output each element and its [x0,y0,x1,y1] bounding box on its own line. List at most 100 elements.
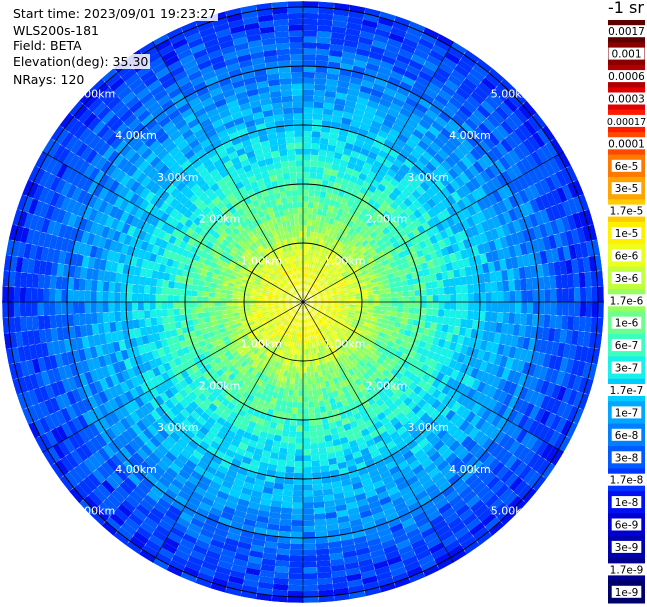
heat-cell [357,442,368,451]
heat-cell [436,557,454,571]
heat-cell [314,524,328,532]
heat-cell [293,119,303,126]
heat-cell [381,368,391,378]
heat-cell [321,337,327,345]
heat-cell [457,531,473,545]
heat-cell [471,378,481,391]
heat-cell [295,437,303,444]
heat-cell [479,340,488,351]
heat-cell [79,278,86,291]
heat-cell [342,550,357,559]
heat-cell [312,478,323,485]
heat-cell [379,533,394,544]
heat-cell [286,328,291,335]
heat-cell [108,281,116,293]
heat-cell [528,376,539,391]
heat-cell [267,358,274,366]
heat-cell [362,452,373,462]
heat-cell [360,328,368,335]
heat-cell [349,420,359,429]
heat-cell [358,375,367,384]
heat-cell [447,424,459,437]
heat-cell [537,314,545,328]
heat-cell [347,314,355,319]
heat-cell [486,440,499,455]
heat-cell [255,442,265,451]
heat-cell [467,310,474,320]
heat-cell [226,297,233,302]
heat-cell [259,393,268,402]
heat-cell [464,473,479,487]
heat-cell [469,459,483,474]
heat-cell [332,390,339,398]
heat-cell [383,506,397,517]
heat-cell [523,374,534,389]
heat-cell [263,546,278,555]
heat-cell [26,273,34,288]
heat-cell [451,351,461,362]
heat-cell [454,526,470,540]
heat-cell [359,472,371,482]
heat-cell [49,288,56,302]
heat-cell [378,314,385,320]
heat-cell [333,444,343,453]
heat-cell [303,130,312,138]
heat-cell [403,387,414,397]
heat-cell [270,353,277,360]
heat-cell [222,505,236,516]
heat-cell [314,72,328,80]
heat-cell [317,339,323,347]
heat-cell [313,335,318,342]
heat-cell [437,316,444,325]
heat-cell [300,343,303,350]
heat-cell [576,330,585,347]
heat-cell [466,387,477,400]
heat-cell [312,335,316,342]
heat-cell [287,584,303,592]
heat-cell [303,402,309,409]
heat-cell [495,322,503,334]
heat-cell [355,307,362,312]
heat-cell [518,464,533,481]
heat-cell [453,460,466,473]
heat-cell [488,352,497,364]
heat-cell [298,378,303,385]
heat-cell [338,393,347,402]
heat-cell [284,412,292,420]
heat-cell [382,435,393,446]
heat-cell [425,483,439,495]
heat-cell [242,481,255,491]
heat-cell [362,325,370,331]
heat-cell [288,389,294,396]
heat-cell [196,307,204,314]
heat-cell [267,390,274,398]
heat-cell [250,459,261,468]
heat-cell [379,430,390,440]
heat-cell [421,427,433,438]
heat-cell [174,494,188,507]
heat-cell [370,474,383,484]
heat-cell [277,542,291,550]
heat-cell [519,348,529,362]
heat-cell [372,343,380,351]
heat-cell [434,497,449,510]
heat-cell [312,308,318,314]
heat-cell [313,322,318,329]
heat-cell [432,455,446,468]
heat-cell [353,340,361,347]
heat-cell [365,343,373,351]
heat-cell [309,311,315,317]
heat-cell [407,501,421,513]
heat-cell [324,320,331,326]
heat-cell [373,369,382,378]
heat-cell [303,543,316,550]
heat-cell [372,434,383,444]
heat-cell [521,361,531,375]
heat-cell [504,334,513,347]
heat-cell [254,423,263,432]
heat-cell [318,318,324,324]
heat-cell [449,412,461,425]
heat-cell [365,532,380,542]
heat-cell [275,554,290,562]
heat-cell [377,346,385,354]
